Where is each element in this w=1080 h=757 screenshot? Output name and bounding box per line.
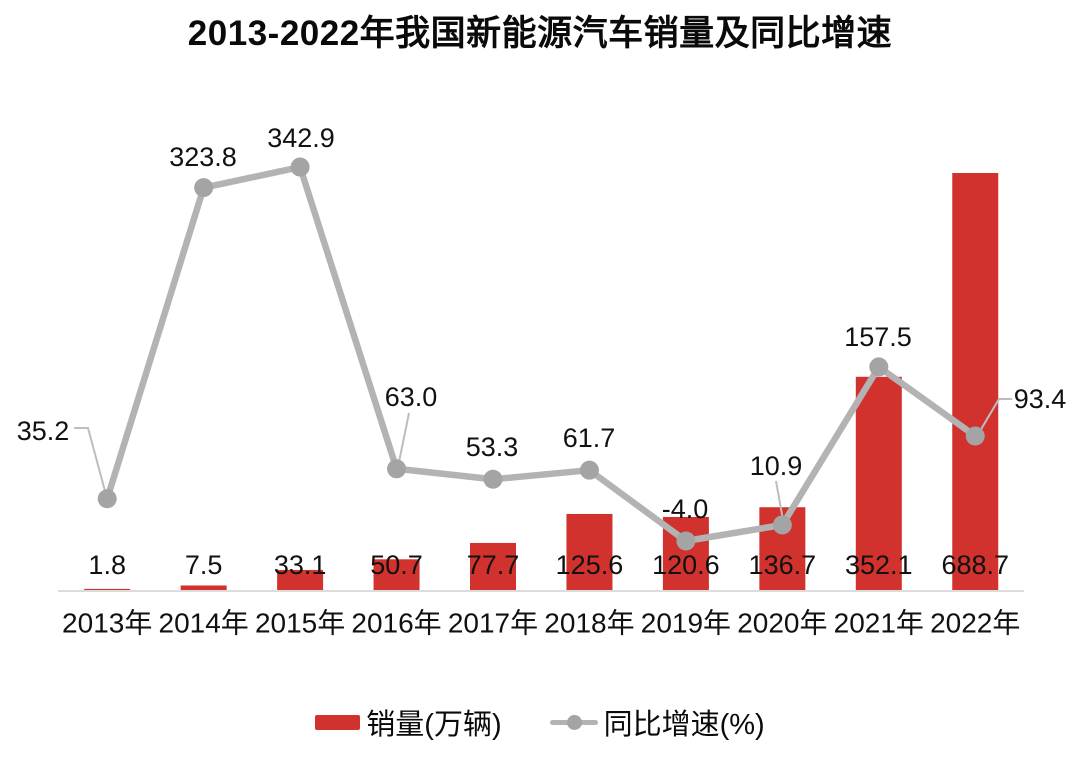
bar-series-swatch-icon [315, 714, 361, 730]
bar-2017年 [470, 542, 516, 590]
x-axis-label-2019年: 2019年 [641, 608, 731, 639]
sales-value-label-2017年: 77.7 [467, 550, 520, 580]
legend-item-sales: 销量(万辆) [315, 701, 502, 743]
x-axis-label-2013年: 2013年 [62, 608, 152, 639]
growth-marker-2013年 [97, 489, 117, 509]
x-axis-label-2017年: 2017年 [448, 608, 538, 639]
growth-marker-2020年 [772, 515, 792, 535]
sales-value-label-2020年: 136.7 [749, 550, 817, 580]
bar-2021年 [855, 376, 902, 590]
label-leader-line-2020年 [775, 480, 784, 521]
growth-marker-2018年 [579, 460, 599, 480]
growth-value-label-2020年: 10.9 [750, 451, 803, 481]
bar-2014年 [180, 585, 227, 590]
sales-value-label-2016年: 50.7 [370, 550, 423, 580]
bar-2015年 [277, 569, 324, 590]
growth-marker-2019年 [676, 531, 696, 551]
x-axis-label-2015年: 2015年 [255, 608, 345, 639]
legend-item-growth: 同比增速(%) [549, 701, 765, 743]
sales-value-label-2013年: 1.8 [88, 550, 126, 580]
growth-value-label-2015年: 342.9 [267, 123, 335, 153]
x-axis-label-2022年: 2022年 [930, 608, 1020, 639]
growth-value-label-2021年: 157.5 [844, 322, 912, 352]
growth-value-label-2013年: 35.2 [17, 416, 70, 446]
bar-2013年 [84, 588, 131, 590]
growth-value-label-2014年: 323.8 [169, 142, 237, 172]
x-axis-label-2014年: 2014年 [159, 608, 249, 639]
growth-line [103, 163, 979, 545]
line-series-swatch-icon [549, 714, 598, 730]
x-axis-label-2018年: 2018年 [544, 608, 634, 639]
growth-value-label-2018年: 61.7 [563, 423, 616, 453]
chart-legend: 销量(万辆) 同比增速(%) [0, 701, 1080, 743]
sales-value-label-2018年: 125.6 [556, 550, 624, 580]
sales-value-label-2019年: 120.6 [652, 550, 720, 580]
label-leader-line-2016年 [398, 412, 410, 463]
x-axis-label-2020年: 2020年 [737, 608, 827, 639]
growth-value-label-2016年: 63.0 [385, 382, 438, 412]
bar-2016年 [373, 559, 420, 590]
sales-value-label-2022年: 688.7 [941, 550, 1009, 580]
sales-value-label-2021年: 352.1 [845, 550, 913, 580]
label-leader-line-2013年 [74, 427, 106, 492]
sales-value-label-2014年: 7.5 [185, 550, 223, 580]
growth-marker-2021年 [869, 357, 889, 377]
growth-marker-2016年 [387, 459, 407, 479]
growth-value-label-2022年: 93.4 [1014, 384, 1067, 414]
growth-value-label-2019年: -4.0 [662, 494, 709, 524]
growth-value-label-2017年: 53.3 [466, 432, 519, 462]
chart-title: 2013-2022年我国新能源汽车销量及同比增速 [187, 14, 893, 53]
line-swatch-dot-icon [566, 715, 582, 730]
legend-label-growth: 同比增速(%) [603, 709, 765, 741]
sales-value-label-2015年: 33.1 [274, 550, 327, 580]
legend-label-sales: 销量(万辆) [366, 709, 502, 741]
growth-marker-2015年 [290, 157, 310, 177]
x-axis-label-2016年: 2016年 [351, 608, 441, 639]
label-leader-line-2022年 [979, 398, 1012, 432]
x-axis-label-2021年: 2021年 [834, 608, 924, 639]
bar-2018年 [566, 513, 613, 590]
bar-2022年 [952, 172, 999, 590]
growth-marker-2014年 [194, 178, 214, 198]
growth-marker-2022年 [965, 426, 985, 446]
growth-marker-2017年 [483, 469, 503, 489]
